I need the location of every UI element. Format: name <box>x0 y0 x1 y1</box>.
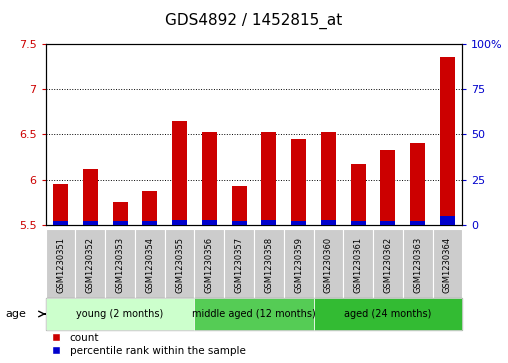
Text: young (2 months): young (2 months) <box>77 309 164 319</box>
Bar <box>410 143 425 225</box>
Bar <box>373 229 403 298</box>
Bar <box>351 221 366 225</box>
Bar <box>254 229 284 298</box>
Bar <box>142 191 157 225</box>
Bar <box>105 229 135 298</box>
Bar <box>83 221 98 225</box>
Bar <box>113 221 128 225</box>
Bar <box>172 220 187 225</box>
Bar <box>232 221 246 225</box>
Bar <box>321 132 336 225</box>
Text: GDS4892 / 1452815_at: GDS4892 / 1452815_at <box>166 13 342 29</box>
Bar <box>202 220 217 225</box>
Bar <box>202 132 217 225</box>
Bar <box>403 229 432 298</box>
Bar <box>262 132 276 225</box>
Bar <box>351 164 366 225</box>
Bar <box>313 229 343 298</box>
Text: GSM1230360: GSM1230360 <box>324 237 333 293</box>
Bar <box>46 298 195 330</box>
Bar <box>232 186 246 225</box>
Bar <box>83 169 98 225</box>
Text: GSM1230358: GSM1230358 <box>264 237 273 293</box>
Bar <box>172 121 187 225</box>
Bar <box>113 203 128 225</box>
Bar <box>440 57 455 225</box>
Bar <box>224 229 254 298</box>
Bar <box>53 221 68 225</box>
Text: GSM1230356: GSM1230356 <box>205 237 214 293</box>
Text: GSM1230361: GSM1230361 <box>354 237 363 293</box>
Bar <box>262 220 276 225</box>
Bar <box>291 139 306 225</box>
Bar <box>284 229 313 298</box>
Text: GSM1230364: GSM1230364 <box>443 237 452 293</box>
Text: GSM1230352: GSM1230352 <box>86 237 95 293</box>
Bar <box>321 220 336 225</box>
Bar <box>380 150 395 225</box>
Text: GSM1230353: GSM1230353 <box>116 237 124 293</box>
Bar <box>53 184 68 225</box>
Bar <box>440 216 455 225</box>
Text: GSM1230359: GSM1230359 <box>294 237 303 293</box>
Text: GSM1230351: GSM1230351 <box>56 237 65 293</box>
Bar <box>195 298 313 330</box>
Bar <box>432 229 462 298</box>
Text: GSM1230363: GSM1230363 <box>413 237 422 293</box>
Text: GSM1230354: GSM1230354 <box>145 237 154 293</box>
Bar <box>142 221 157 225</box>
Bar <box>291 221 306 225</box>
Bar <box>343 229 373 298</box>
Bar <box>46 229 76 298</box>
Text: GSM1230362: GSM1230362 <box>384 237 392 293</box>
Text: aged (24 months): aged (24 months) <box>344 309 432 319</box>
Legend: count, percentile rank within the sample: count, percentile rank within the sample <box>51 333 245 356</box>
Bar <box>380 221 395 225</box>
Bar <box>410 221 425 225</box>
Bar <box>195 229 224 298</box>
Text: middle aged (12 months): middle aged (12 months) <box>192 309 316 319</box>
Bar <box>165 229 195 298</box>
Bar <box>135 229 165 298</box>
Bar <box>313 298 462 330</box>
Bar <box>76 229 105 298</box>
Text: GSM1230355: GSM1230355 <box>175 237 184 293</box>
Text: GSM1230357: GSM1230357 <box>235 237 244 293</box>
Text: age: age <box>5 309 26 319</box>
